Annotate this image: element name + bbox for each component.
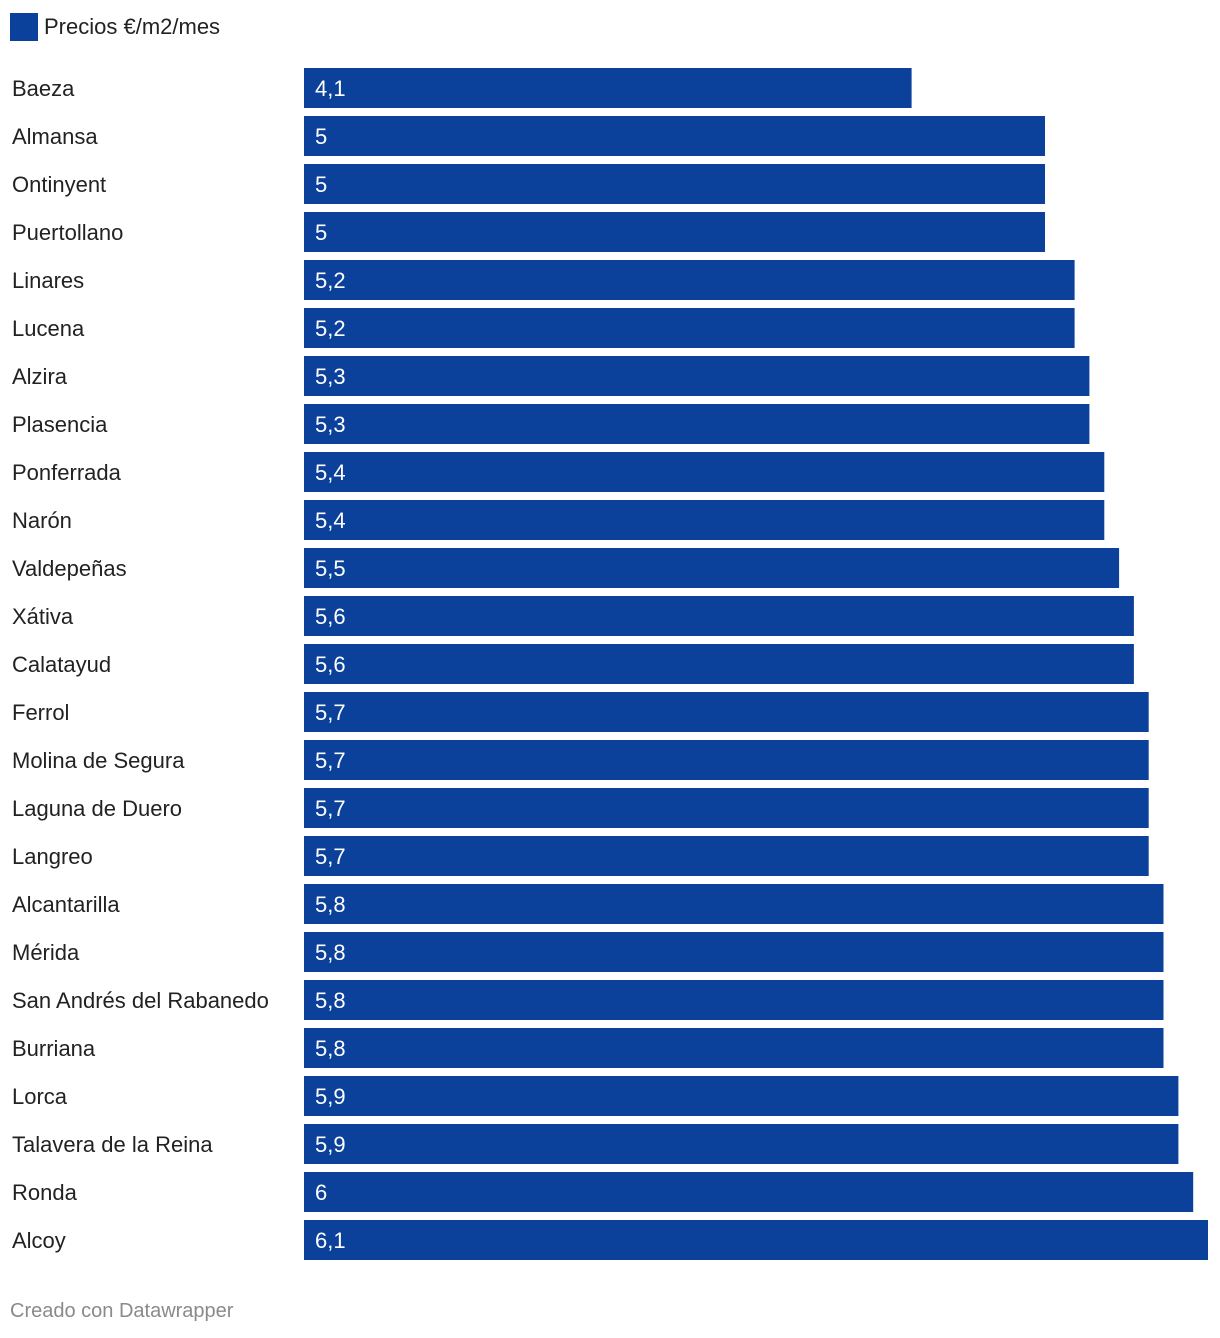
bar xyxy=(304,836,1149,876)
category-label: Mérida xyxy=(12,940,80,965)
category-label: Ontinyent xyxy=(12,172,106,197)
bar xyxy=(304,1028,1164,1068)
bar-value-label: 5,4 xyxy=(315,508,346,533)
bar-value-label: 5 xyxy=(315,220,327,245)
category-label: Talavera de la Reina xyxy=(12,1132,213,1157)
bar-value-label: 5,8 xyxy=(315,892,346,917)
bar xyxy=(304,1172,1194,1212)
bar-chart: Baeza 4,1 Almansa 5 Ontinyent 5 Puertollano 5 Li… xyxy=(12,68,1208,1260)
category-label: Molina de Segura xyxy=(12,748,185,773)
legend: Precios €/m2/mes xyxy=(10,12,220,42)
bar xyxy=(304,116,1045,156)
category-label: Alzira xyxy=(12,364,68,389)
category-label: Valdepeñas xyxy=(12,556,127,581)
category-label: Alcantarilla xyxy=(12,892,120,917)
bar-value-label: 5,3 xyxy=(315,364,346,389)
category-label: Ronda xyxy=(12,1180,78,1205)
category-label: Plasencia xyxy=(12,412,108,437)
bar xyxy=(304,212,1045,252)
category-label: Linares xyxy=(12,268,84,293)
bar-value-label: 5,8 xyxy=(315,940,346,965)
bar xyxy=(304,356,1090,396)
bar-value-label: 6 xyxy=(315,1180,327,1205)
category-label: Ferrol xyxy=(12,700,69,725)
category-label: Laguna de Duero xyxy=(12,796,182,821)
category-label: Lucena xyxy=(12,316,85,341)
bar xyxy=(304,884,1164,924)
bar-value-label: 5,7 xyxy=(315,700,346,725)
bar xyxy=(304,500,1105,540)
bar-value-label: 5 xyxy=(315,172,327,197)
bar xyxy=(304,692,1149,732)
category-label: Langreo xyxy=(12,844,93,869)
bar xyxy=(304,980,1164,1020)
bar xyxy=(304,932,1164,972)
bar-value-label: 5 xyxy=(315,124,327,149)
category-label: Baeza xyxy=(12,76,75,101)
bar xyxy=(304,644,1134,684)
bar-value-label: 5,6 xyxy=(315,652,346,677)
bar xyxy=(304,1076,1179,1116)
category-label: Puertollano xyxy=(12,220,123,245)
category-label: Calatayud xyxy=(12,652,111,677)
category-label: Ponferrada xyxy=(12,460,122,485)
category-label: Xátiva xyxy=(12,604,74,629)
bar-value-label: 5,7 xyxy=(315,844,346,869)
bar xyxy=(304,164,1045,204)
bar xyxy=(304,404,1090,444)
bar-value-label: 5,9 xyxy=(315,1132,346,1157)
legend-label: Precios €/m2/mes xyxy=(44,14,221,39)
bar-value-label: 5,2 xyxy=(315,316,346,341)
bar-value-label: 5,8 xyxy=(315,988,346,1013)
bar-value-label: 5,6 xyxy=(315,604,346,629)
category-label: Burriana xyxy=(12,1036,96,1061)
bar-value-label: 5,7 xyxy=(315,796,346,821)
bar-value-label: 6,1 xyxy=(315,1228,346,1253)
legend-swatch xyxy=(10,13,38,41)
bar-value-label: 5,3 xyxy=(315,412,346,437)
bar-value-label: 5,7 xyxy=(315,748,346,773)
bar xyxy=(304,452,1105,492)
category-label: Narón xyxy=(12,508,72,533)
bar-value-label: 4,1 xyxy=(315,76,346,101)
bar-value-label: 5,4 xyxy=(315,460,346,485)
bar-value-label: 5,5 xyxy=(315,556,346,581)
bar xyxy=(304,308,1075,348)
category-label: San Andrés del Rabanedo xyxy=(12,988,269,1013)
bar xyxy=(304,1220,1208,1260)
bar xyxy=(304,788,1149,828)
category-label: Lorca xyxy=(12,1084,68,1109)
category-label: Almansa xyxy=(12,124,98,149)
category-label: Alcoy xyxy=(12,1228,66,1253)
bar xyxy=(304,260,1075,300)
bar xyxy=(304,596,1134,636)
bar xyxy=(304,68,912,108)
bar-value-label: 5,9 xyxy=(315,1084,346,1109)
footer-credit: Creado con Datawrapper xyxy=(10,1300,234,1322)
bar-value-label: 5,2 xyxy=(315,268,346,293)
bar xyxy=(304,548,1120,588)
bar-value-label: 5,8 xyxy=(315,1036,346,1061)
bar xyxy=(304,1124,1179,1164)
bar xyxy=(304,740,1149,780)
